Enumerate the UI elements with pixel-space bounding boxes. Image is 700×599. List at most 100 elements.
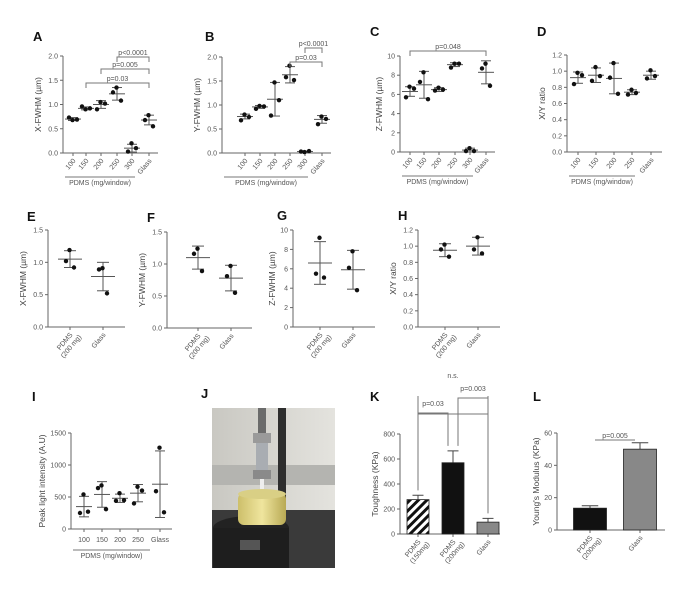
x-tick-label: 100: [65, 158, 78, 172]
x-tick-label-line: 200: [93, 158, 106, 172]
y-tick-label: 40: [544, 463, 552, 470]
x-tick-label: Glass: [219, 332, 236, 351]
data-point: [436, 85, 441, 90]
panel-label: I: [32, 389, 36, 404]
data-point: [98, 99, 103, 105]
data-point: [129, 141, 134, 146]
bar: [476, 521, 500, 535]
data-point: [625, 92, 631, 97]
significance-bracket: [85, 82, 150, 88]
y-tick-label: 0: [391, 150, 395, 157]
bar: [623, 448, 657, 531]
y-tick-label: 8: [391, 73, 395, 80]
y-tick-label: 0.5: [33, 292, 43, 299]
x-tick-label: 100: [570, 157, 583, 171]
x-tick-label-line: 150: [78, 158, 91, 172]
data-point: [483, 61, 488, 66]
p-value-label: p=0.03: [295, 55, 317, 62]
y-tick-label: 0.6: [403, 276, 413, 283]
x-tick-label: 150: [588, 157, 601, 171]
y-axis-title: X-FWHM (µm): [33, 77, 43, 132]
data-point: [467, 145, 472, 151]
p-value-label: p=0.03: [422, 401, 444, 408]
data-point: [142, 117, 148, 123]
y-tick-label: 1.0: [552, 69, 562, 76]
data-point: [139, 488, 145, 493]
data-point: [228, 263, 233, 269]
data-point: [257, 103, 262, 109]
x-tick-label-line: 200: [431, 157, 444, 171]
x-tick-label: PDMS(200 mg): [182, 330, 211, 361]
data-point: [272, 80, 277, 85]
x-tick-label-line: 250: [624, 157, 637, 171]
y-tick-label: 0: [62, 527, 66, 534]
y-tick-label: 0.5: [152, 294, 162, 301]
data-point: [407, 84, 412, 89]
data-point: [99, 483, 104, 488]
x-tick-label: 200: [267, 158, 280, 172]
data-point: [579, 73, 585, 78]
data-point: [313, 271, 319, 276]
data-point: [291, 77, 297, 83]
y-tick-label: 0.6: [552, 101, 562, 108]
data-point: [425, 97, 431, 102]
data-point: [125, 149, 131, 154]
x-tick-label: 150: [78, 158, 91, 172]
x-tick-label: 300: [124, 158, 137, 172]
x-tick-label-line: 300: [124, 158, 137, 172]
x-tick-label-line: 150: [252, 158, 265, 172]
y-tick-label: 400: [383, 482, 395, 489]
data-point: [571, 81, 577, 87]
y-tick-label: 0.0: [48, 151, 58, 158]
y-tick-label: 0: [391, 532, 395, 539]
x-tick-label: 100: [78, 537, 90, 544]
data-point: [421, 70, 426, 75]
significance-bracket: [289, 61, 323, 67]
data-point: [67, 247, 72, 253]
x-tick-label-line: Glass: [91, 331, 108, 350]
chart-panel-c: C 0 2 4 6 8 10 Z-FWHM (µm) 100 150 200 250 300 Glass P…: [370, 24, 495, 186]
data-point: [81, 492, 86, 497]
data-point: [615, 91, 621, 97]
data-point: [597, 73, 603, 79]
y-tick-label: 6: [284, 266, 288, 273]
data-point: [456, 61, 462, 66]
y-axis-title: Z-FWHM (µm): [374, 77, 384, 132]
panel-label: B: [205, 29, 214, 44]
p-value-label: n.s.: [447, 373, 458, 380]
y-tick-label: 1.2: [403, 228, 413, 235]
x-tick-label: 200: [431, 157, 444, 171]
y-axis-title: Peak light intensity (A.U): [37, 434, 47, 527]
data-point: [103, 506, 109, 512]
x-tick-label-line: Glass: [474, 156, 491, 175]
data-point: [315, 122, 321, 127]
significance-bracket: [457, 397, 489, 514]
x-tick-label-line: Glass: [310, 157, 327, 176]
y-tick-label: 0.0: [33, 325, 43, 332]
chart-panel-e: E 0.0 0.5 1.0 1.5 X-FWHM (µm) PDMS(200 mg) Glas…: [18, 209, 125, 360]
data-point: [652, 73, 658, 79]
y-tick-label: 0.8: [552, 85, 562, 92]
x-tick-label: 200: [114, 537, 126, 544]
panel-label: C: [370, 24, 380, 39]
data-point: [446, 254, 452, 259]
bar: [573, 507, 607, 531]
data-point: [633, 90, 639, 96]
y-tick-label: 4: [391, 111, 395, 118]
data-point: [199, 268, 205, 274]
y-tick-label: 0.2: [552, 133, 562, 140]
y-tick-label: 60: [544, 431, 552, 438]
y-tick-label: 4: [284, 286, 288, 293]
x-tick-label: 250: [109, 158, 122, 172]
data-point: [195, 246, 200, 251]
x-tick-label-line: 250: [109, 158, 122, 172]
data-point: [118, 98, 124, 103]
y-tick-label: 0: [548, 528, 552, 535]
p-value-label: p=0.005: [602, 433, 628, 440]
x-tick-label: PDMS(150mg): [403, 536, 431, 566]
y-axis-title: Toughness (KPa): [370, 451, 380, 516]
panel-label: H: [398, 208, 407, 223]
x-tick-label-line: 200: [267, 158, 280, 172]
data-point: [321, 275, 327, 280]
data-point: [117, 490, 122, 496]
